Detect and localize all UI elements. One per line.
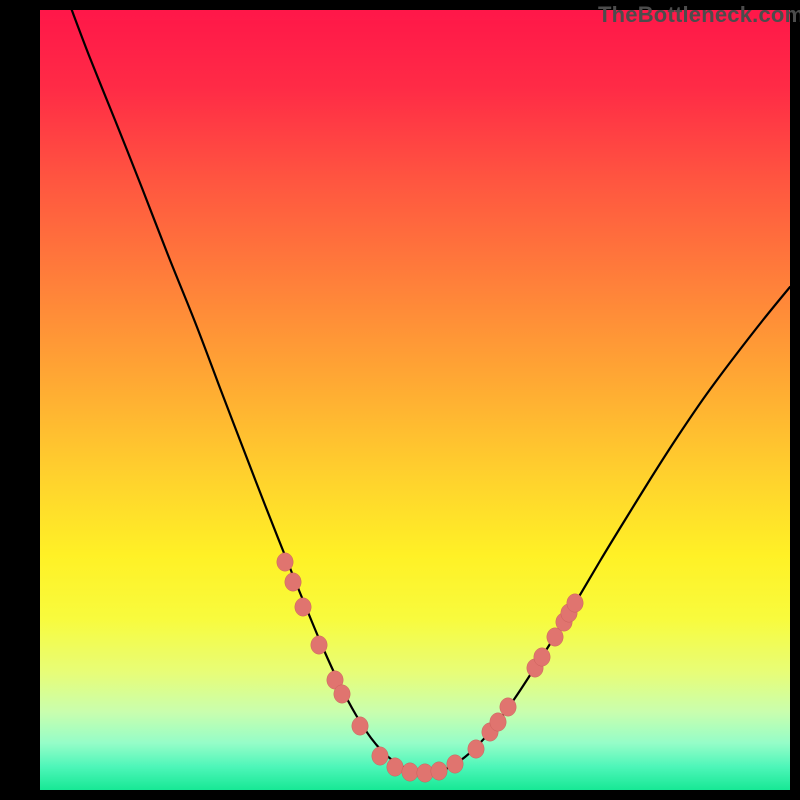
curve-marker <box>417 764 433 782</box>
chart-plot-svg <box>40 10 790 790</box>
curve-marker <box>295 598 311 616</box>
curve-marker <box>447 755 463 773</box>
curve-marker <box>534 648 550 666</box>
curve-marker <box>468 740 484 758</box>
curve-marker <box>387 758 403 776</box>
curve-marker <box>431 762 447 780</box>
curve-marker <box>311 636 327 654</box>
curve-marker <box>500 698 516 716</box>
curve-marker <box>490 713 506 731</box>
curve-marker <box>352 717 368 735</box>
curve-marker <box>402 763 418 781</box>
curve-marker <box>372 747 388 765</box>
curve-marker <box>334 685 350 703</box>
chart-frame: TheBottleneck.com <box>0 0 800 800</box>
plot-background <box>40 10 790 790</box>
curve-marker <box>285 573 301 591</box>
watermark-text: TheBottleneck.com <box>598 2 800 28</box>
curve-marker <box>277 553 293 571</box>
curve-marker <box>567 594 583 612</box>
